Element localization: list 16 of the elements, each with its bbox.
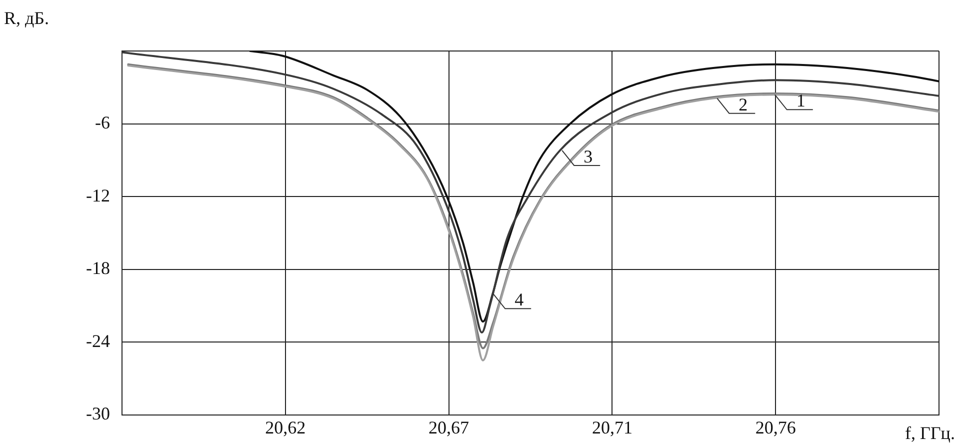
x-tick-label: 20,76 xyxy=(755,418,796,438)
x-tick-label: 20,71 xyxy=(592,418,632,438)
y-axis-title: R, дБ. xyxy=(4,8,49,28)
x-axis-title: f, ГГц. xyxy=(905,423,955,443)
annotation: 3 xyxy=(584,146,593,166)
x-tick-label: 20,62 xyxy=(265,418,306,438)
y-tick-label: -30 xyxy=(86,404,110,424)
annotation: 4 xyxy=(514,290,524,310)
y-tick-label: -12 xyxy=(86,185,110,206)
line-series xyxy=(249,51,939,323)
annotation: 2 xyxy=(738,94,748,114)
y-tick-label: -24 xyxy=(86,330,110,351)
y-tick-label: -18 xyxy=(86,258,110,278)
annotation: 1 xyxy=(796,90,806,111)
y-tick-label: -6 xyxy=(95,112,110,133)
x-tick-label: 20,67 xyxy=(428,418,470,438)
